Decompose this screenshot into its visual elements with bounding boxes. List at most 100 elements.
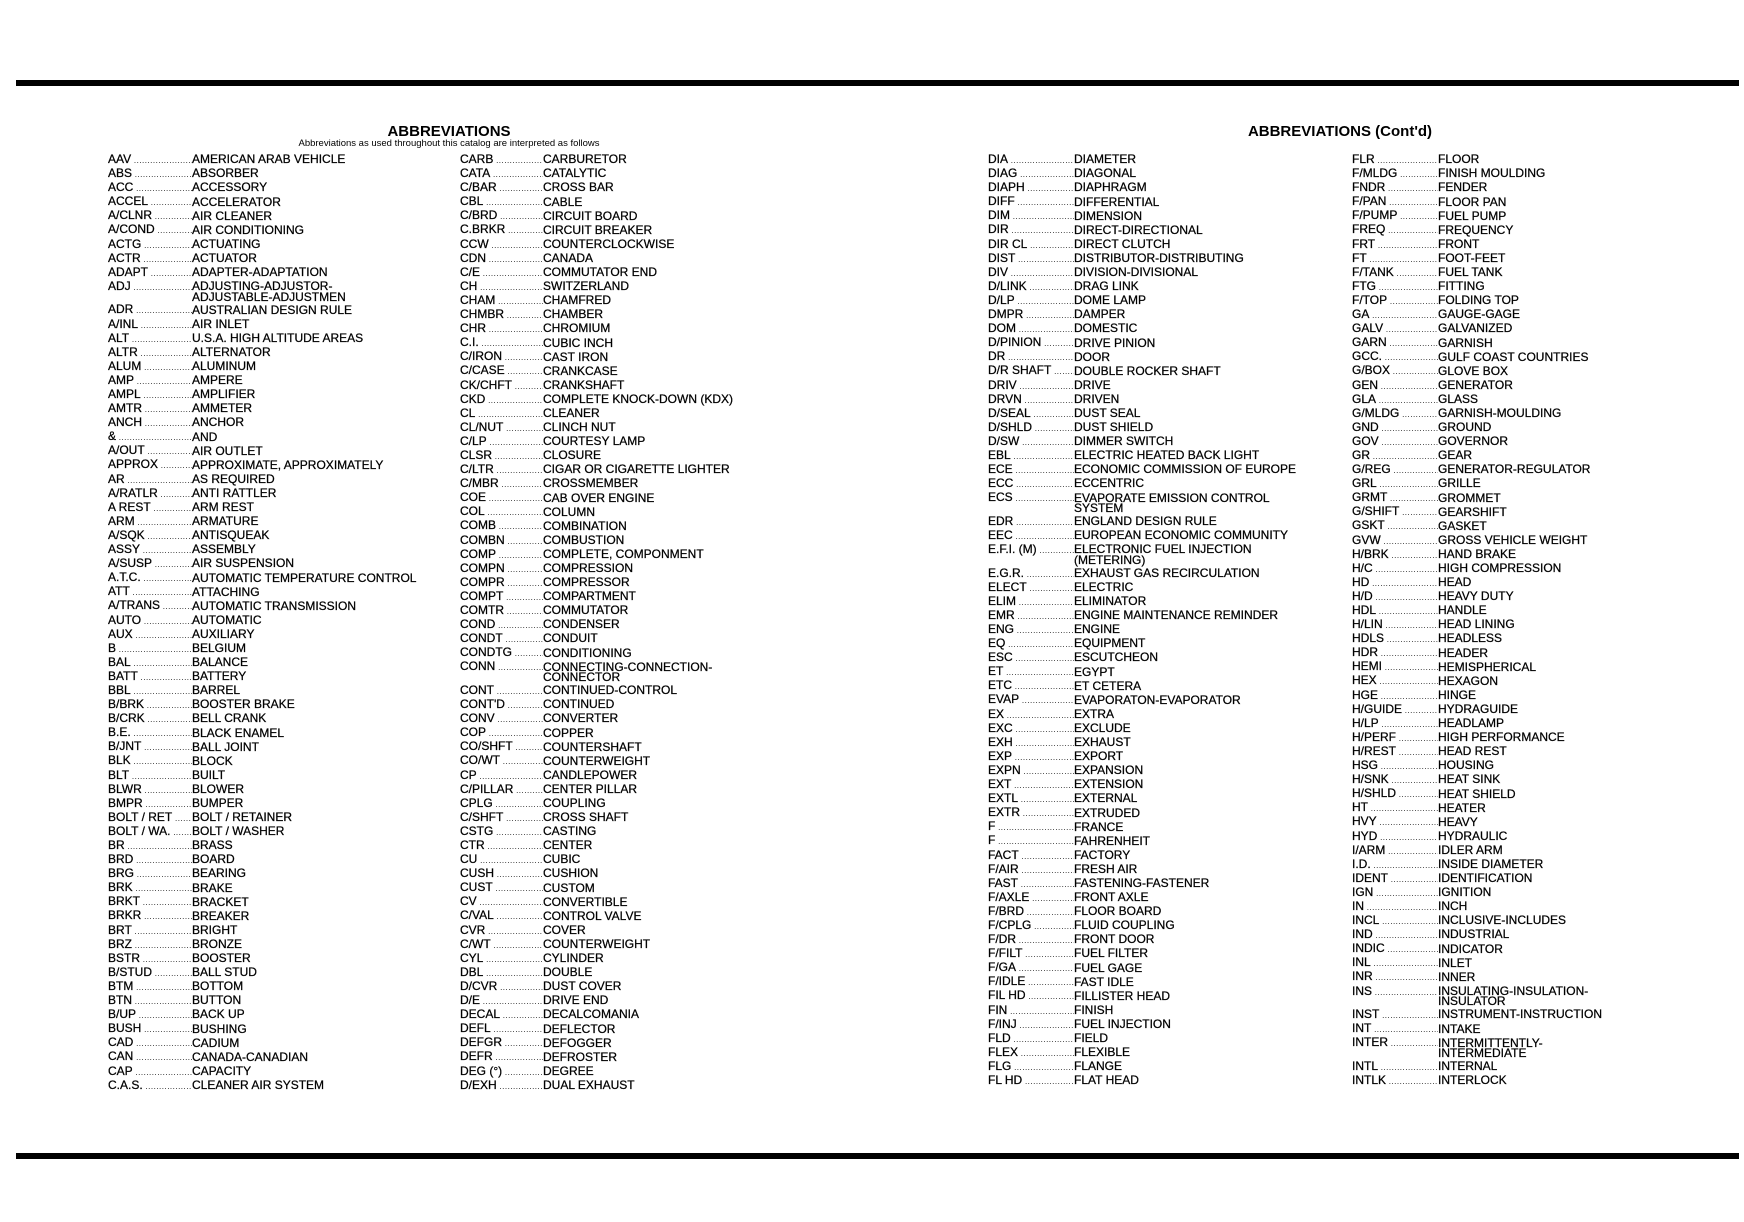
abbreviation-meaning: ACTUATOR <box>192 250 257 265</box>
abbreviation: BTM <box>108 980 192 994</box>
abbreviation: AMPL <box>108 388 192 402</box>
abbreviation-meaning: AUTOMATIC TRANSMISSION <box>192 598 357 613</box>
right-page-title: ABBREVIATIONS (Cont'd) <box>1247 123 1433 140</box>
abbreviation-entry: CK/CHFTCRANKSHAFT <box>460 379 733 393</box>
abbreviation-meaning: COMPLETE, COMPONMENT <box>543 546 704 561</box>
abbreviation-entry: C.BRKRCIRCUIT BREAKER <box>460 223 733 237</box>
abbreviation-entry: D/EXHDUAL EXHAUST <box>460 1079 733 1093</box>
abbreviation-meaning: INTERNAL <box>1438 1059 1498 1074</box>
abbreviation-entry: CONT'DCONTINUED <box>460 698 733 712</box>
abbreviation: F/TOP <box>1352 294 1438 308</box>
abbreviation: CP <box>460 769 543 783</box>
abbreviation-entry: FINFINISH <box>988 1004 1296 1018</box>
abbreviation-meaning: CONVERTIBLE <box>543 894 628 909</box>
abbreviation: CV <box>460 895 543 909</box>
abbreviation-entry: F/CPLGFLUID COUPLING <box>988 919 1296 933</box>
abbreviation-entry: CUSHCUSHION <box>460 867 733 881</box>
abbreviation-entry: ALTU.S.A. HIGH ALTITUDE AREAS <box>108 332 416 346</box>
abbreviation: CK/CHFT <box>460 379 543 393</box>
abbreviation: AR <box>108 473 192 487</box>
abbreviation-entry: C/CASECRANKCASE <box>460 364 733 378</box>
abbreviation-entry: EXPEXPORT <box>988 750 1296 764</box>
abbreviation: B.E. <box>108 726 192 740</box>
abbreviation: F/TANK <box>1352 266 1438 280</box>
abbreviation: ECS <box>988 491 1074 515</box>
abbreviation-entry: DIVDIVISION-DIVISIONAL <box>988 266 1296 280</box>
abbreviation: FL HD <box>988 1074 1074 1088</box>
abbreviation-entry: CARBCARBURETOR <box>460 153 733 167</box>
abbreviation: EXTL <box>988 792 1074 806</box>
abbreviation: A/COND <box>108 223 192 237</box>
abbreviation: COMPN <box>460 562 543 576</box>
abbreviation-entry: FLEXFLEXIBLE <box>988 1046 1296 1060</box>
abbreviation-entry: AMTRAMMETER <box>108 402 416 416</box>
abbreviation-entry: CCWCOUNTERCLOCKWISE <box>460 238 733 252</box>
abbreviation: C/BAR <box>460 181 543 195</box>
abbreviation-meaning: GROMMET <box>1438 490 1501 505</box>
abbreviation-meaning: INSTRUMENT-INSTRUCTION <box>1438 1007 1602 1022</box>
abbreviation-meaning: DAMPER <box>1074 307 1126 322</box>
abbreviation: AAV <box>108 153 192 167</box>
abbreviation: EXH <box>988 736 1074 750</box>
abbreviation-entry: GLAGLASS <box>1352 393 1602 407</box>
abbreviation: F/BRD <box>988 905 1074 919</box>
abbreviation-meaning: ELIMINATOR <box>1074 594 1147 609</box>
abbreviation-meaning: CUBIC INCH <box>543 335 614 350</box>
abbreviation: EX <box>988 708 1074 722</box>
abbreviation-entry: ACCACCESSORY <box>108 181 416 195</box>
abbreviation-meaning: DUST COVER <box>543 979 622 994</box>
abbreviation: FTG <box>1352 280 1438 294</box>
abbreviation-meaning: DOOR <box>1074 349 1110 364</box>
abbreviation-meaning: GARNISH <box>1438 335 1493 350</box>
abbreviation-meaning: GULF COAST COUNTRIES <box>1438 349 1589 364</box>
abbreviation-entry: F/DRFRONT DOOR <box>988 933 1296 947</box>
abbreviation-entry: CLSRCLOSURE <box>460 449 733 463</box>
abbreviation: DIA <box>988 153 1074 167</box>
abbreviation: FLG <box>988 1060 1074 1074</box>
abbreviation-meaning: CHAMBER <box>543 307 604 322</box>
abbreviation-entry: FL HDFLAT HEAD <box>988 1074 1296 1088</box>
abbreviation-meaning: FASTENING-FASTENER <box>1074 875 1210 890</box>
abbreviation-entry: COMBCOMBINATION <box>460 519 733 533</box>
abbreviation-entry: H/CHIGH COMPRESSION <box>1352 562 1602 576</box>
abbreviation: C/VAL <box>460 909 543 923</box>
abbreviation-meaning: HEADLESS <box>1438 631 1503 646</box>
abbreviation-meaning: ENGINE MAINTENANCE REMINDER <box>1074 608 1279 623</box>
abbreviation: B/CRK <box>108 712 192 726</box>
abbreviation: H/LIN <box>1352 618 1438 632</box>
abbreviation: CO/SHFT <box>460 740 543 754</box>
abbreviation-entry: DEG (°)DEGREE <box>460 1065 733 1079</box>
abbreviation-meaning: FRONT AXLE <box>1074 890 1149 905</box>
abbreviation-entry: HTHEATER <box>1352 801 1602 815</box>
abbreviation-meaning: BUMPER <box>192 796 244 811</box>
abbreviation-meaning: CABLE <box>543 194 583 209</box>
abbreviation-entry: EBLELECTRIC HEATED BACK LIGHT <box>988 449 1296 463</box>
abbreviation: GRL <box>1352 477 1438 491</box>
abbreviation-meaning: FOLDING TOP <box>1438 293 1519 308</box>
abbreviation: DIST <box>988 252 1074 266</box>
abbreviation-meaning: CASTING <box>543 824 597 839</box>
abbreviation-meaning: IDENTIFICATION <box>1438 871 1533 886</box>
abbreviation-entry: EXTREXTRUDED <box>988 806 1296 820</box>
abbreviation: IGN <box>1352 886 1438 900</box>
abbreviation-meaning: AMPLIFIER <box>192 387 256 402</box>
abbreviation: COMPT <box>460 590 543 604</box>
abbreviation-column-1: AAVAMERICAN ARAB VEHICLEABSABSORBERACCAC… <box>108 153 417 1093</box>
abbreviation-meaning: INLET <box>1438 955 1473 970</box>
abbreviation: CSTG <box>460 825 543 839</box>
abbreviation-meaning: DIAGONAL <box>1074 166 1137 181</box>
abbreviation-entry: CONDCONDENSER <box>460 618 733 632</box>
abbreviation: B/JNT <box>108 740 192 754</box>
abbreviation-entry: H/DHEAVY DUTY <box>1352 590 1602 604</box>
abbreviation-entry: BTNBUTTON <box>108 994 416 1008</box>
abbreviation-entry: AMPAMPERE <box>108 374 416 388</box>
abbreviation-entry: ININCH <box>1352 900 1602 914</box>
abbreviation-entry: C/IRONCAST IRON <box>460 350 733 364</box>
abbreviation: D/SEAL <box>988 407 1074 421</box>
abbreviation-meaning: INTAKE <box>1438 1021 1481 1036</box>
abbreviation-column-2: CARBCARBURETORCATACATALYTICC/BARCROSS BA… <box>460 153 733 1093</box>
abbreviation: C/E <box>460 266 543 280</box>
abbreviation: ARM <box>108 515 192 529</box>
abbreviation-meaning: GRILLE <box>1438 476 1481 491</box>
